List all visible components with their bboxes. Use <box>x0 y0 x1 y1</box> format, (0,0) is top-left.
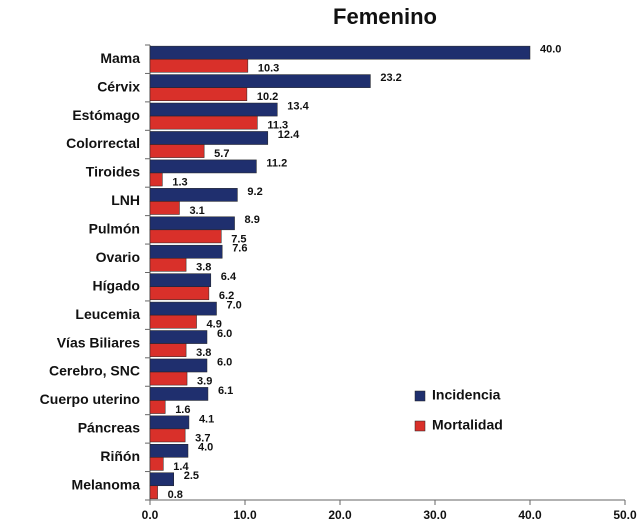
y-tick-label: Mama <box>100 50 140 66</box>
bar <box>149 387 209 401</box>
data-label: 11.2 <box>266 157 287 169</box>
x-tick-label: 10.0 <box>233 508 257 522</box>
legend-swatch <box>414 390 426 402</box>
bar <box>149 229 222 244</box>
bar <box>149 371 188 386</box>
legend-label: Mortalidad <box>432 417 503 433</box>
data-label: 1.6 <box>175 404 190 416</box>
bar <box>149 74 371 88</box>
y-tick-label: Cerebro, SNC <box>49 363 140 379</box>
legend-label: Incidencia <box>432 387 501 403</box>
data-label: 0.8 <box>168 489 183 501</box>
data-label: 4.0 <box>198 442 213 454</box>
x-tick-label: 40.0 <box>518 508 542 522</box>
bar <box>149 286 210 301</box>
legend-swatch <box>414 420 426 432</box>
bar <box>149 358 208 373</box>
data-label: 10.3 <box>258 63 279 75</box>
data-label: 9.2 <box>247 186 262 198</box>
bar <box>149 301 217 316</box>
y-tick-label: LNH <box>111 192 140 208</box>
chart-title: Femenino <box>333 4 437 29</box>
data-label: 1.4 <box>173 461 189 473</box>
data-label: 6.2 <box>219 290 234 302</box>
data-label: 4.1 <box>199 413 214 425</box>
y-tick-label: Hígado <box>93 277 140 293</box>
data-label: 23.2 <box>380 72 401 84</box>
bar <box>149 472 174 487</box>
bar <box>149 131 269 145</box>
bar <box>149 159 257 174</box>
bar <box>149 428 186 443</box>
data-label: 3.7 <box>195 432 210 444</box>
y-tick-label: Estómago <box>72 107 140 123</box>
bar <box>149 400 166 414</box>
bar <box>149 415 190 430</box>
data-label: 6.0 <box>217 328 232 340</box>
bar <box>149 314 197 329</box>
data-label: 3.9 <box>197 375 212 387</box>
data-label: 7.6 <box>232 243 247 255</box>
bar <box>149 201 180 215</box>
y-tick-label: Leucemia <box>75 306 140 322</box>
bar <box>149 87 248 101</box>
y-tick-label: Tiroides <box>86 164 140 180</box>
y-tick-label: Colorrectal <box>66 135 140 151</box>
data-label: 6.4 <box>221 271 237 283</box>
bar <box>149 115 258 130</box>
y-tick-label: Cérvix <box>97 78 140 94</box>
data-label: 2.5 <box>184 470 199 482</box>
x-tick-label: 30.0 <box>423 508 447 522</box>
x-tick-label: 0.0 <box>142 508 159 522</box>
data-label: 7.5 <box>231 233 246 245</box>
data-label: 13.4 <box>287 100 309 112</box>
y-tick-label: Riñón <box>100 448 140 464</box>
y-tick-label: Pulmón <box>89 221 140 237</box>
x-tick-label: 20.0 <box>328 508 352 522</box>
bar <box>149 144 205 158</box>
data-label: 1.3 <box>172 176 187 188</box>
data-label: 6.0 <box>217 356 232 368</box>
data-label: 5.7 <box>214 148 229 160</box>
data-label: 40.0 <box>540 44 561 56</box>
y-tick-label: Cuerpo uterino <box>40 391 140 407</box>
bar <box>149 58 249 73</box>
y-tick-label: Ovario <box>96 249 140 265</box>
data-label: 3.1 <box>189 205 204 217</box>
data-label: 6.1 <box>218 385 233 397</box>
bar <box>149 216 235 231</box>
data-label: 7.0 <box>227 300 242 312</box>
y-tick-label: Páncreas <box>78 420 140 436</box>
data-label: 12.4 <box>278 129 300 141</box>
data-label: 3.8 <box>196 347 211 359</box>
bar <box>149 485 158 500</box>
data-label: 8.9 <box>245 214 260 226</box>
bar <box>149 45 531 60</box>
data-label: 10.2 <box>257 91 278 103</box>
bar <box>149 444 189 458</box>
bar <box>149 244 223 259</box>
bar <box>149 188 238 202</box>
bar <box>149 343 187 357</box>
bar <box>149 172 163 187</box>
data-label: 3.8 <box>196 262 211 274</box>
y-tick-label: Vías Biliares <box>57 334 140 350</box>
bar <box>149 273 212 287</box>
data-label: 4.9 <box>207 319 222 331</box>
bar <box>149 457 164 471</box>
bar <box>149 258 187 272</box>
bar <box>149 102 278 117</box>
y-tick-label: Melanoma <box>72 476 141 492</box>
data-label: 11.3 <box>267 120 288 132</box>
x-tick-label: 50.0 <box>613 508 637 522</box>
bar <box>149 330 208 344</box>
